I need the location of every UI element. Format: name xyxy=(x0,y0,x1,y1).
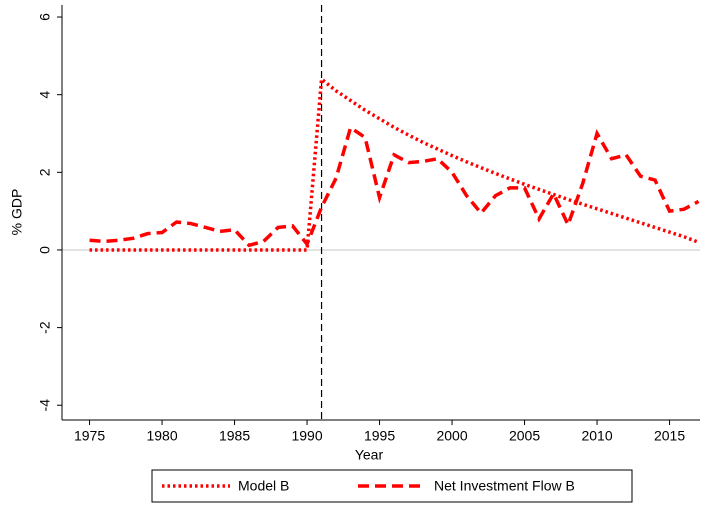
y-tick-label: -2 xyxy=(37,321,53,334)
x-tick-label: 2015 xyxy=(654,428,685,444)
x-tick-label: 1990 xyxy=(291,428,322,444)
x-tick-label: 2010 xyxy=(581,428,612,444)
y-tick-label: -4 xyxy=(37,399,53,412)
y-tick-label: 2 xyxy=(37,168,53,176)
y-tick-label: 4 xyxy=(37,91,53,99)
series-line xyxy=(89,124,700,248)
x-axis-label: Year xyxy=(355,447,384,463)
series-line xyxy=(89,75,700,252)
x-tick-label: 2000 xyxy=(436,428,467,444)
x-tick-label: 2005 xyxy=(509,428,540,444)
y-tick-label: 0 xyxy=(37,246,53,254)
x-tick-label: 1985 xyxy=(219,428,250,444)
y-axis-label: % GDP xyxy=(9,189,25,236)
x-tick-label: 1975 xyxy=(74,428,105,444)
legend-label: Model B xyxy=(238,478,289,494)
x-tick-label: 1980 xyxy=(146,428,177,444)
y-tick-label: 6 xyxy=(37,13,53,21)
x-tick-label: 1995 xyxy=(364,428,395,444)
legend-label: Net Investment Flow B xyxy=(434,478,575,494)
